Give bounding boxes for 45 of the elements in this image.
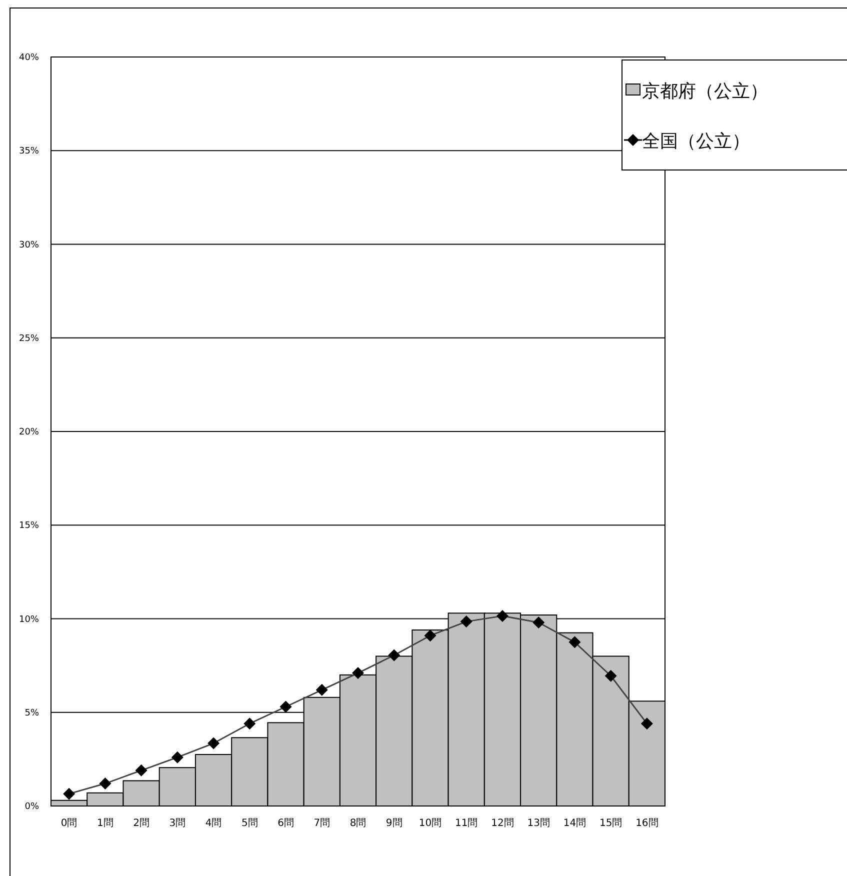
y-tick-label: 35% [18,146,40,157]
point [568,636,581,648]
x-tick-label: 4問 [205,818,222,829]
point [99,778,112,790]
legend-label: 全国（公立） [642,131,750,152]
point [316,684,328,696]
point [280,700,292,713]
point [460,616,472,628]
point [604,670,617,682]
point [63,788,76,800]
x-tick-label: 12問 [491,818,514,829]
x-tick-label: 13問 [527,818,550,829]
x-tick-label: 5問 [241,818,258,829]
point [388,649,400,662]
x-tick-label: 9問 [386,818,402,829]
y-tick-label: 5% [24,708,40,718]
point [208,737,220,750]
x-tick-label: 6問 [278,818,294,829]
point [496,610,508,622]
y-tick-label: 40% [18,53,40,63]
x-tick-label: 14問 [563,818,586,829]
x-tick-label: 0問 [60,818,78,829]
x-tick-label: 2問 [133,818,150,829]
point [532,616,545,628]
x-tick-label: 15問 [599,818,622,829]
x-tick-label: 7問 [314,818,330,829]
legend-label: 京都府（公立） [642,81,768,102]
y-tick-label: 0% [24,802,40,812]
y-tick-label: 20% [18,428,40,438]
point [244,718,256,730]
point [171,751,184,764]
y-tick-label: 15% [18,521,40,532]
y-tick-label: 10% [18,614,40,625]
x-tick-label: 1問 [96,818,114,829]
y-tick-label: 25% [18,334,40,344]
x-tick-label: 10問 [418,818,442,829]
x-tick-label: 8問 [350,818,366,829]
y-tick-label: 30% [18,240,40,250]
x-tick-label: 3問 [169,818,186,829]
point [352,667,364,680]
point [424,630,436,642]
point [135,764,148,776]
point [640,718,653,730]
x-tick-label: 16問 [636,818,658,829]
x-tick-label: 11問 [454,818,478,829]
